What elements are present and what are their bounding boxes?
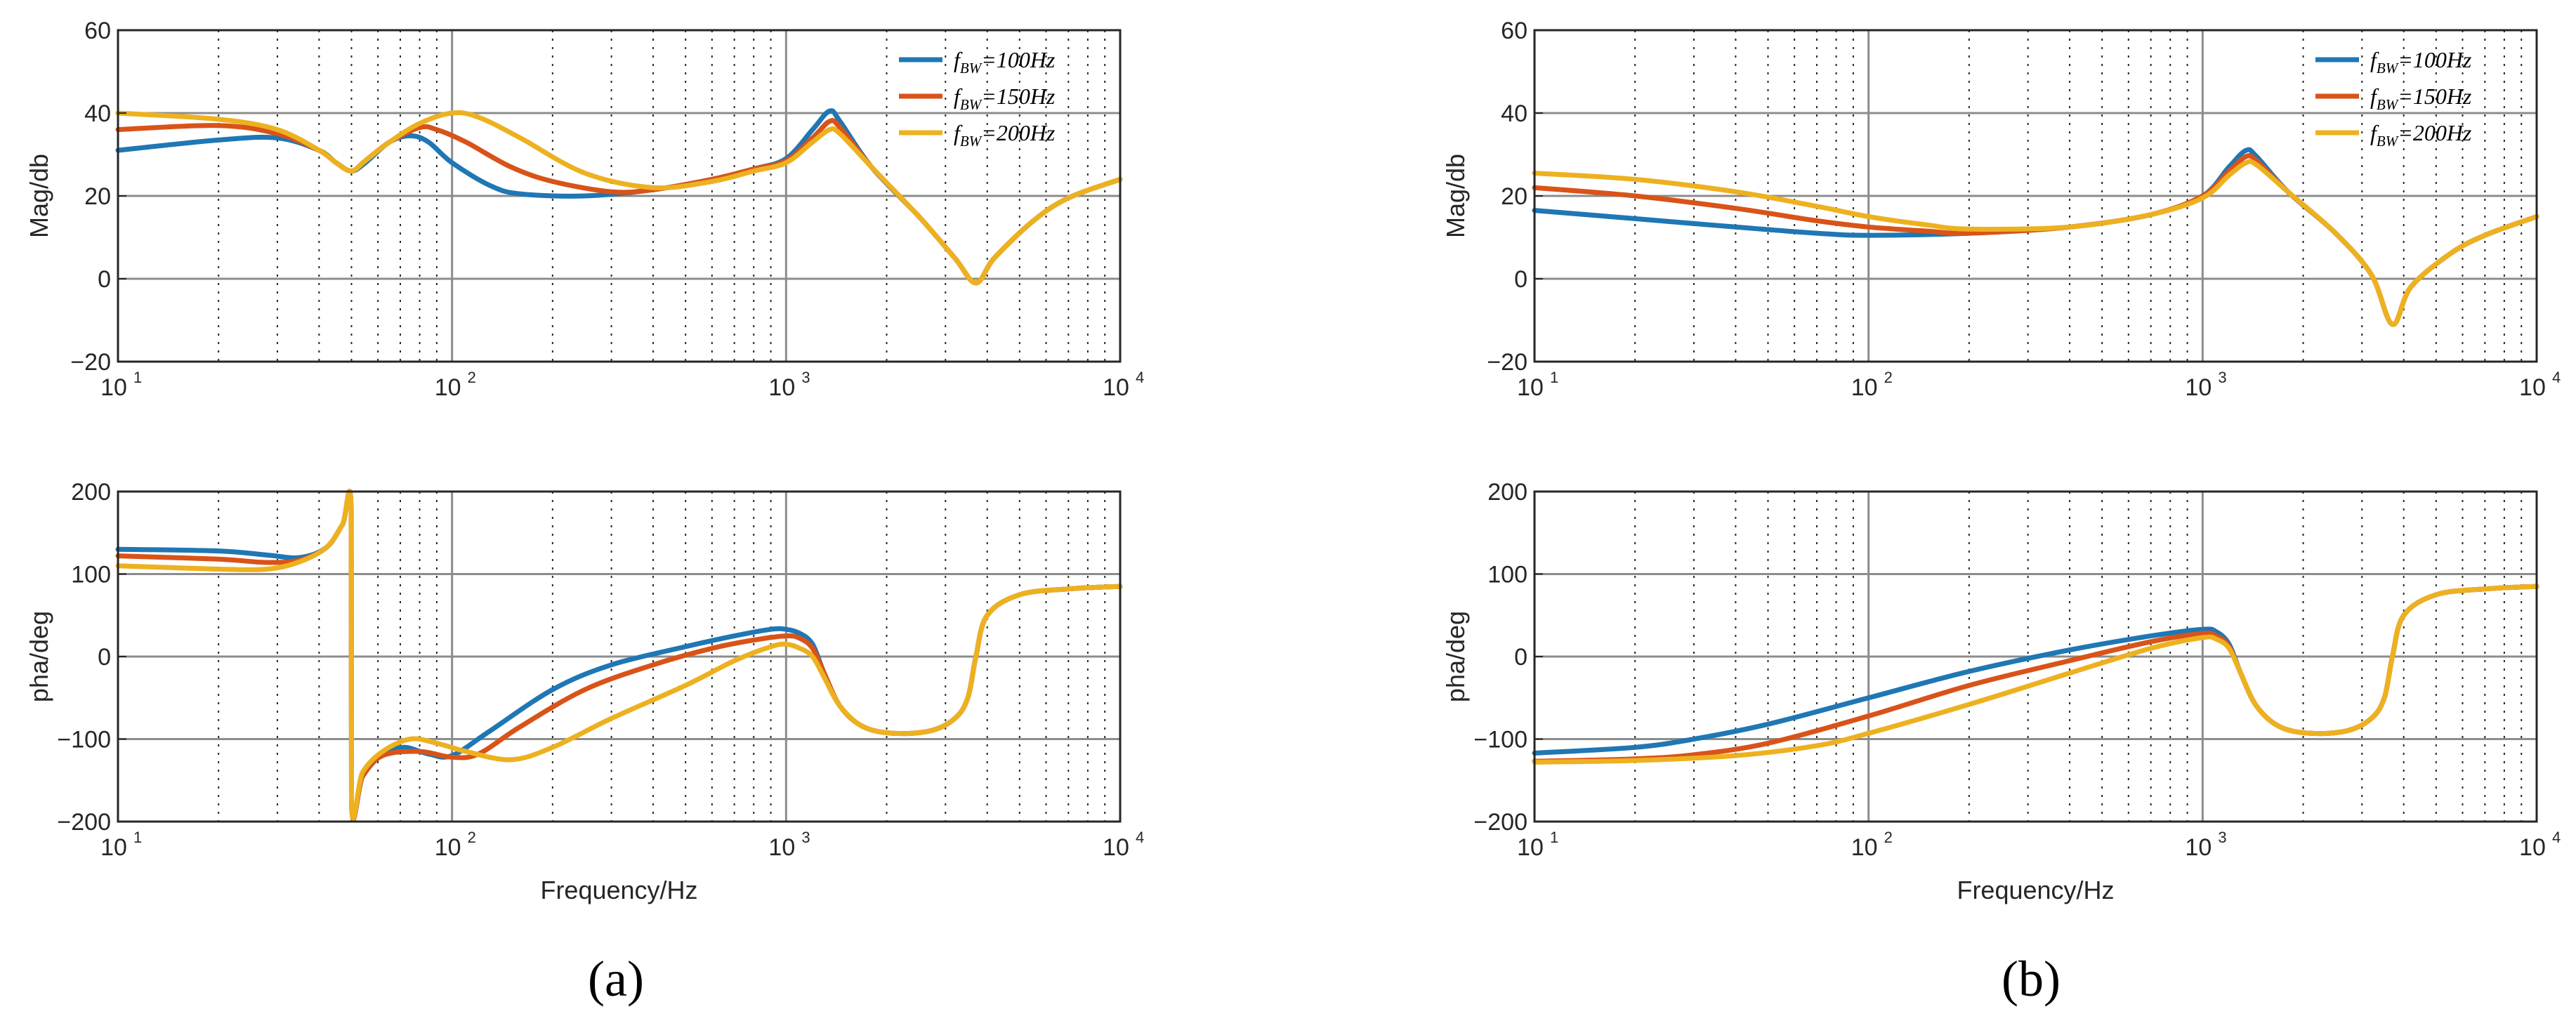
x-tick-label: 10: [2519, 834, 2546, 861]
y-tick-label: −20: [1487, 349, 1527, 376]
series-line-fbw200hz: [1532, 584, 2539, 765]
x-tick-label: 10: [1517, 834, 1544, 861]
x-tick-exponent: 2: [1884, 829, 1893, 846]
y-tick-label: −100: [57, 727, 111, 753]
x-tick-label: 10: [100, 374, 127, 401]
y-tick-label: 0: [1514, 644, 1527, 671]
x-tick-label: 10: [768, 834, 795, 861]
y-tick-label: 200: [1487, 479, 1527, 506]
y-tick-label: 60: [84, 18, 111, 44]
y-tick-label: 20: [1501, 183, 1527, 210]
x-tick-exponent: 4: [1136, 369, 1144, 386]
series-line-fbw200hz: [115, 110, 1123, 286]
x-tick-label: 10: [100, 834, 127, 861]
legend-entry: fBW=200Hz: [2370, 120, 2472, 150]
legend-entry: fBW=200Hz: [954, 120, 1056, 150]
x-tick-label: 10: [2185, 834, 2212, 861]
x-tick-exponent: 4: [2552, 369, 2561, 386]
x-tick-label: 10: [1851, 374, 1878, 401]
x-tick-label: 10: [768, 374, 795, 401]
y-tick-label: 100: [71, 562, 111, 588]
panel-label-b: (b): [2002, 951, 2061, 1007]
x-axis-label: Frequency/Hz: [540, 876, 697, 904]
y-tick-label: 0: [1514, 266, 1527, 293]
x-tick-exponent: 4: [1136, 829, 1144, 846]
x-tick-exponent: 1: [133, 829, 142, 846]
chart-a-phase: −200 −100 0 100 200 10 1 10 2 10 3 10 4 pha/deg Freque…: [25, 479, 1144, 904]
x-tick-label: 10: [1103, 834, 1129, 861]
y-axis-label: pha/deg: [1441, 611, 1470, 702]
series-line-fbw200hz: [1532, 159, 2539, 327]
y-axis-label: Mag/db: [1441, 154, 1470, 238]
x-axis-label: Frequency/Hz: [1957, 876, 2114, 904]
x-tick-label: 10: [435, 374, 461, 401]
x-tick-exponent: 2: [468, 829, 476, 846]
series-line-fbw200hz: [115, 489, 1123, 821]
y-tick-label: 40: [84, 100, 111, 127]
x-tick-exponent: 3: [2218, 829, 2226, 846]
x-tick-exponent: 4: [2552, 829, 2561, 846]
x-tick-label: 10: [1517, 374, 1544, 401]
y-tick-label: 20: [84, 183, 111, 210]
legend-entry: fBW=150Hz: [954, 84, 1056, 113]
y-tick-label: 0: [98, 266, 111, 293]
x-tick-exponent: 3: [2218, 369, 2226, 386]
y-axis-label: pha/deg: [25, 611, 53, 702]
x-tick-label: 10: [435, 834, 461, 861]
y-axis-label: Mag/db: [25, 154, 53, 238]
x-tick-label: 10: [2519, 374, 2546, 401]
y-tick-label: −200: [1473, 809, 1527, 836]
x-tick-label: 10: [1103, 374, 1129, 401]
x-tick-label: 10: [2185, 374, 2212, 401]
x-tick-label: 10: [1851, 834, 1878, 861]
x-tick-exponent: 1: [133, 369, 142, 386]
x-tick-exponent: 2: [468, 369, 476, 386]
y-tick-label: −200: [57, 809, 111, 836]
y-tick-label: 60: [1501, 18, 1527, 44]
y-tick-label: 100: [1487, 562, 1527, 588]
y-tick-label: 200: [71, 479, 111, 506]
y-tick-label: 0: [98, 644, 111, 671]
x-tick-exponent: 3: [801, 369, 810, 386]
chart-b-phase: −200 −100 0 100 200 10 1 10 2 10 3 10 4 pha/deg Freque…: [1441, 479, 2561, 904]
y-tick-label: 40: [1501, 100, 1527, 127]
x-tick-exponent: 1: [1550, 829, 1558, 846]
legend-entry: fBW=100Hz: [2370, 47, 2472, 77]
y-tick-label: −20: [70, 349, 111, 376]
x-tick-exponent: 3: [801, 829, 810, 846]
x-tick-exponent: 2: [1884, 369, 1893, 386]
panel-label-a: (a): [588, 951, 644, 1007]
x-tick-exponent: 1: [1550, 369, 1558, 386]
y-tick-label: −100: [1473, 727, 1527, 753]
